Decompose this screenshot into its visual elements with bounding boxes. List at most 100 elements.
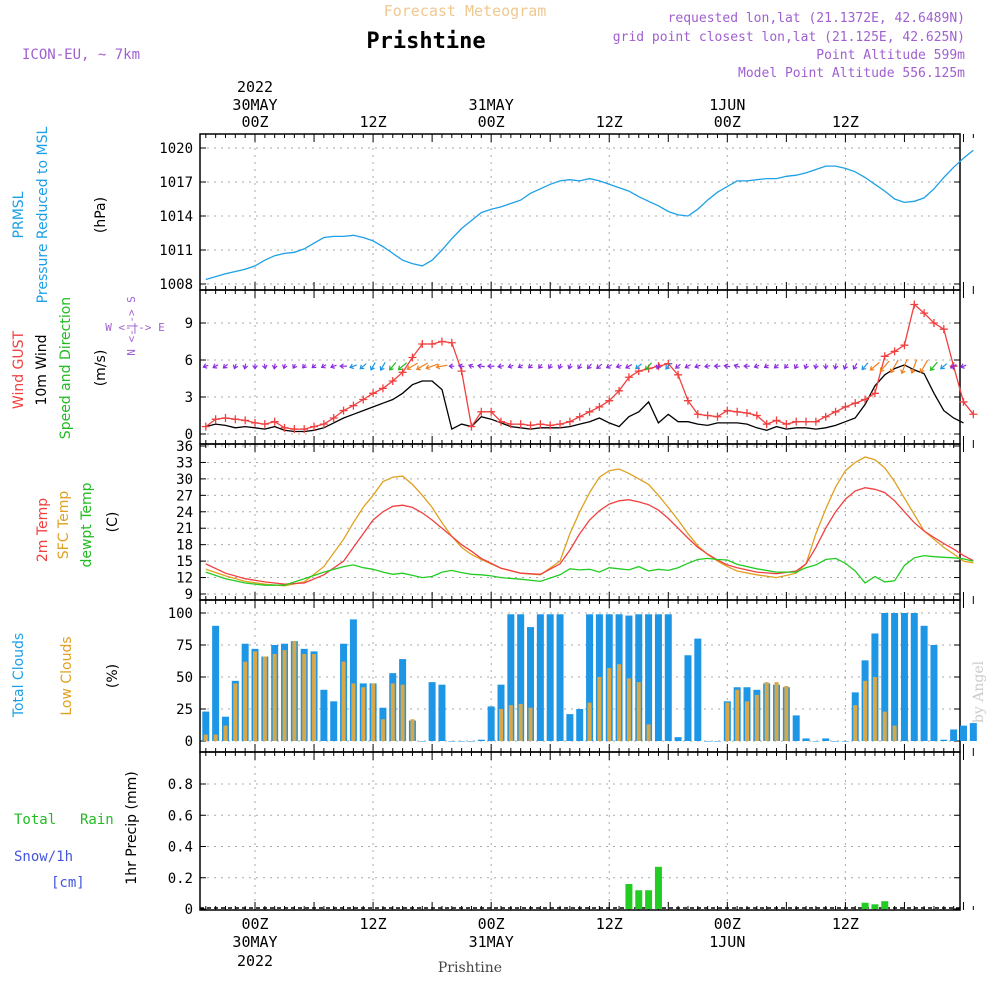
gust-point xyxy=(241,416,250,425)
compass-ns: N <-|-> S xyxy=(125,296,138,356)
wind-arrow-head xyxy=(803,364,809,370)
label-total-clouds: Total Clouds xyxy=(11,633,27,718)
total-cloud-bar xyxy=(477,739,485,741)
requested-coords: requested lon,lat (21.1372E, 42.6489N) xyxy=(668,11,965,26)
low-cloud-bar xyxy=(617,664,622,741)
gust-point xyxy=(231,415,240,424)
ytick-label: 1011 xyxy=(159,243,193,259)
wind-arrow-head xyxy=(415,365,421,371)
low-cloud-bar xyxy=(646,724,651,741)
gust-point xyxy=(329,413,338,422)
model-label: ICON-EU, ~ 7km xyxy=(22,47,140,63)
low-cloud-bar xyxy=(528,707,533,741)
low-cloud-bar xyxy=(312,653,317,741)
wind-arrow-head xyxy=(397,365,403,371)
wind-arrow-head xyxy=(822,365,829,370)
ytick-label: 1008 xyxy=(159,277,193,293)
total-cloud-bar xyxy=(448,741,456,742)
wind-arrow-head xyxy=(694,363,700,369)
gust-point xyxy=(565,417,574,426)
low-cloud-bar xyxy=(607,668,612,741)
wind-arrow-head xyxy=(527,363,533,369)
wind-arrow-head xyxy=(369,365,375,371)
wind-arrow-head xyxy=(842,364,849,370)
ytick-label: 100 xyxy=(168,606,193,622)
wind-arrow-head xyxy=(292,364,298,369)
gust-point xyxy=(624,373,633,382)
wind-arrow-head xyxy=(468,363,474,369)
wind-arrow-head xyxy=(889,368,895,374)
low-cloud-bar xyxy=(262,656,267,741)
gust-point xyxy=(290,425,299,434)
wind-arrow xyxy=(853,363,858,370)
signature: by Angel xyxy=(971,660,987,723)
gust-point xyxy=(398,368,407,377)
wind-arrow xyxy=(416,362,429,370)
dewpt-line xyxy=(205,554,974,586)
sfc-temp-line xyxy=(205,456,974,587)
wind-arrow-head xyxy=(655,364,661,370)
wind-arrow-head xyxy=(784,363,789,369)
gust-point xyxy=(802,417,811,426)
compass-we: W <-|-> E xyxy=(105,321,165,334)
low-cloud-bar xyxy=(351,683,356,741)
total-cloud-bar xyxy=(507,614,515,741)
wind-arrow-head xyxy=(379,366,385,371)
gust-point xyxy=(693,410,702,419)
total-cloud-bar xyxy=(487,706,495,741)
low-cloud-bar xyxy=(892,725,897,741)
ytick-label: 0 xyxy=(185,902,193,918)
total-cloud-bar xyxy=(202,711,210,741)
location-title: Prishtine xyxy=(366,29,485,54)
label-celsius: (C) xyxy=(105,512,121,533)
rain-bar xyxy=(635,890,643,909)
wind-arrow-head xyxy=(448,363,453,370)
ytick-label: 18 xyxy=(176,538,193,554)
low-cloud-bar xyxy=(754,694,759,741)
total-cloud-bar xyxy=(900,613,908,741)
bottom-time-label: 00Z xyxy=(714,915,741,933)
gust-point xyxy=(821,412,830,421)
total-cloud-bar xyxy=(841,741,849,742)
ytick-label: 6 xyxy=(185,353,193,369)
gust-point xyxy=(201,422,210,431)
rain-bar xyxy=(871,904,879,909)
model-altitude: Model Point Altitude 556.125m xyxy=(738,66,965,81)
gust-point xyxy=(743,409,751,418)
panel-frame-pressure xyxy=(199,133,961,291)
low-cloud-bar xyxy=(872,677,877,741)
wind-arrow-head xyxy=(703,363,709,369)
total-cloud-bar xyxy=(959,725,967,741)
gust-point xyxy=(595,402,604,411)
wind-arrow xyxy=(635,363,643,370)
top-time-label: 12Z xyxy=(596,113,623,131)
gust-point xyxy=(270,417,279,426)
label-low-clouds: Low Clouds xyxy=(59,636,75,715)
wind-arrow-head xyxy=(242,364,249,370)
wind-arrow xyxy=(879,360,890,372)
ytick-label: 0 xyxy=(185,427,193,443)
label-10m-wind: 10m Wind xyxy=(34,334,50,405)
gust-point xyxy=(733,407,742,416)
wind-arrow-head xyxy=(940,364,945,370)
label-snow-unit: [cm] xyxy=(51,875,85,891)
total-cloud-bar xyxy=(910,613,918,741)
low-cloud-bar xyxy=(292,641,297,741)
wind-line xyxy=(205,364,964,433)
label-hpa: (hPa) xyxy=(93,197,109,233)
label-precip-axis: 1hr Precip (mm) xyxy=(124,771,140,884)
panel-frame-precip xyxy=(199,751,961,911)
low-cloud-bar xyxy=(410,719,415,741)
wind-arrow-head xyxy=(261,364,268,370)
wind-arrow-head xyxy=(538,364,543,369)
gust-point xyxy=(851,399,860,408)
wind-arrow-head xyxy=(684,363,690,369)
gust-point xyxy=(447,338,456,347)
gust-point xyxy=(713,412,722,421)
gust-point xyxy=(939,325,948,334)
wind-arrow-head xyxy=(919,368,925,374)
total-cloud-bar xyxy=(704,741,712,742)
gust-point xyxy=(772,416,781,425)
total-cloud-bar xyxy=(349,619,357,741)
